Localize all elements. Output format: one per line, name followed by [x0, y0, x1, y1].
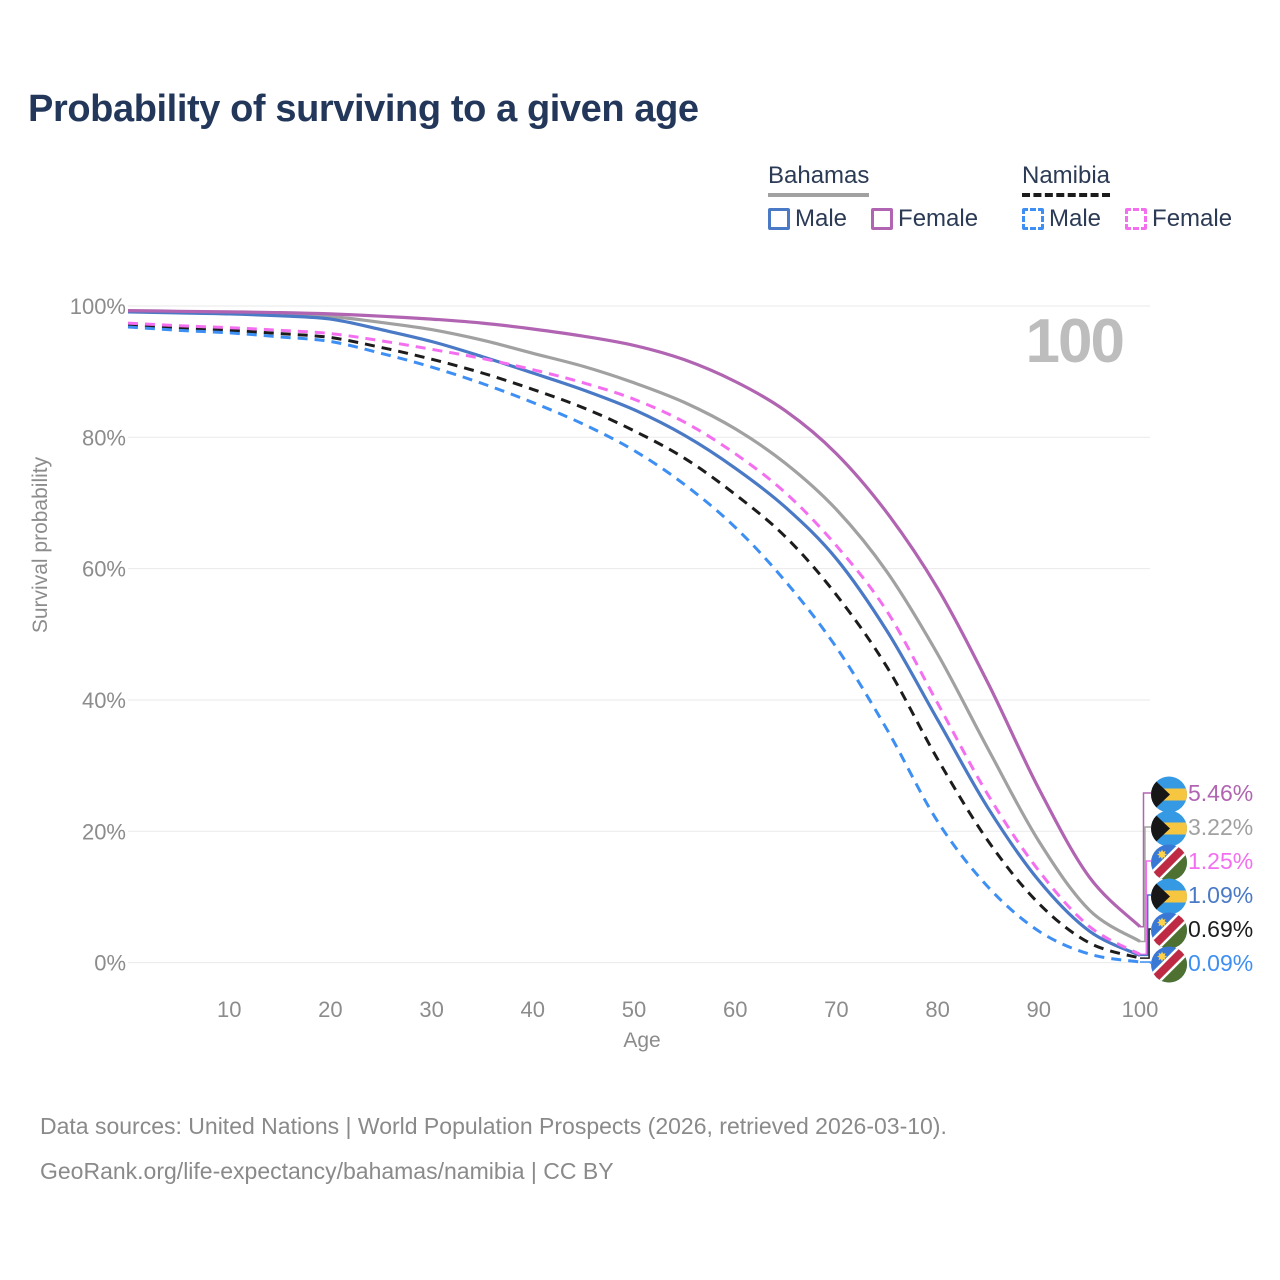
footer: Data sources: United Nations | World Pop…: [40, 1104, 947, 1194]
x-tick-label: 100: [1122, 997, 1159, 1022]
axis-ticks: 0% 20% 40% 60% 80% 100% 10 20 30 40 50 60 70 80 90 100: [70, 294, 1159, 1022]
series-line-namibia-male[interactable]: [127, 325, 1141, 964]
legend-items-namibia: Male Female: [1022, 205, 1232, 233]
footer-sources-line: Data sources: United Nations | World Pop…: [40, 1113, 947, 1139]
survival-probability-chart: 100 0% 20% 40% 60% 80% 100% 10 20 30 40 50 60 70 80 90…: [29, 294, 1253, 1052]
legend-item-bahamas-female[interactable]: Female: [871, 205, 978, 233]
x-tick-label: 30: [419, 997, 443, 1022]
legend-country-namibia[interactable]: Namibia: [1022, 162, 1111, 197]
bahamas-flag-icon: [1151, 777, 1187, 813]
x-tick-label: 10: [217, 997, 241, 1022]
legend-group-namibia: Namibia Male Female: [1022, 162, 1232, 233]
x-tick-label: 90: [1027, 997, 1051, 1022]
label-connector: [1140, 928, 1151, 959]
age-counter-watermark: 100: [1026, 307, 1123, 376]
legend-group-bahamas: Bahamas Male Female: [768, 162, 978, 233]
legend-label-bahamas-female: Female: [898, 205, 979, 232]
y-tick-label: 80%: [82, 425, 126, 450]
x-tick-label: 70: [824, 997, 848, 1022]
label-connector: [1140, 961, 1152, 964]
legend-label-namibia-male: Male: [1049, 205, 1102, 232]
x-tick-label: 40: [521, 997, 545, 1022]
legend-country-bahamas[interactable]: Bahamas: [768, 162, 870, 197]
y-tick-label: 60%: [82, 557, 126, 582]
y-tick-label: 0%: [94, 951, 126, 976]
end-value-label: 3.22%: [1188, 814, 1253, 840]
series-line-bahamas-total[interactable]: [127, 309, 1141, 943]
legend-items-bahamas: Male Female: [768, 205, 978, 233]
x-tick-label: 80: [925, 997, 949, 1022]
y-tick-label: 40%: [82, 688, 126, 713]
label-connector: [1140, 860, 1151, 956]
bahamas-male-swatch-icon[interactable]: [768, 208, 790, 230]
series-line-namibia-female[interactable]: [127, 321, 1141, 956]
legend-item-namibia-male[interactable]: Male: [1022, 205, 1101, 233]
namibia-flag-icon: [1149, 843, 1189, 883]
y-axis-title: Survival probability: [29, 456, 52, 633]
legend-label-namibia-female: Female: [1152, 205, 1233, 232]
series-line-bahamas-male[interactable]: [127, 310, 1141, 957]
footer-attribution-line: GeoRank.org/life-expectancy/bahamas/nami…: [40, 1158, 614, 1184]
page-title: Probability of surviving to a given age: [28, 88, 699, 130]
bahamas-flag-icon: [1151, 879, 1187, 915]
x-tick-label: 20: [318, 997, 342, 1022]
end-labels: 5.46% 3.22% 1.25% 1.09% 0.69% 0.09%: [1140, 777, 1253, 985]
bahamas-flag-icon: [1151, 811, 1187, 847]
legend-item-namibia-female[interactable]: Female: [1125, 205, 1232, 233]
x-tick-label: 50: [622, 997, 646, 1022]
bahamas-female-swatch-icon[interactable]: [871, 208, 894, 230]
end-value-label: 0.09%: [1188, 950, 1253, 976]
namibia-male-swatch-icon[interactable]: [1022, 208, 1044, 230]
end-value-label: 5.46%: [1188, 780, 1253, 806]
x-tick-label: 60: [723, 997, 747, 1022]
series-line-namibia-total[interactable]: [127, 323, 1141, 960]
y-tick-label: 100%: [70, 294, 126, 319]
namibia-female-swatch-icon[interactable]: [1125, 208, 1148, 230]
label-connector: [1140, 826, 1151, 943]
y-tick-label: 20%: [82, 819, 126, 844]
end-value-label: 0.69%: [1188, 916, 1253, 942]
legend-item-bahamas-male[interactable]: Male: [768, 205, 847, 233]
end-value-label: 1.25%: [1188, 848, 1253, 874]
legend-label-bahamas-male: Male: [795, 205, 848, 232]
label-connector: [1140, 792, 1151, 928]
gridlines: [128, 305, 1150, 964]
x-axis-title: Age: [623, 1029, 660, 1052]
label-connector: [1140, 894, 1151, 957]
series-line-bahamas-female[interactable]: [127, 309, 1142, 928]
end-value-label: 1.09%: [1188, 882, 1253, 908]
namibia-flag-icon: [1149, 911, 1189, 951]
series-lines: [127, 309, 1142, 964]
namibia-flag-icon: [1149, 945, 1189, 985]
